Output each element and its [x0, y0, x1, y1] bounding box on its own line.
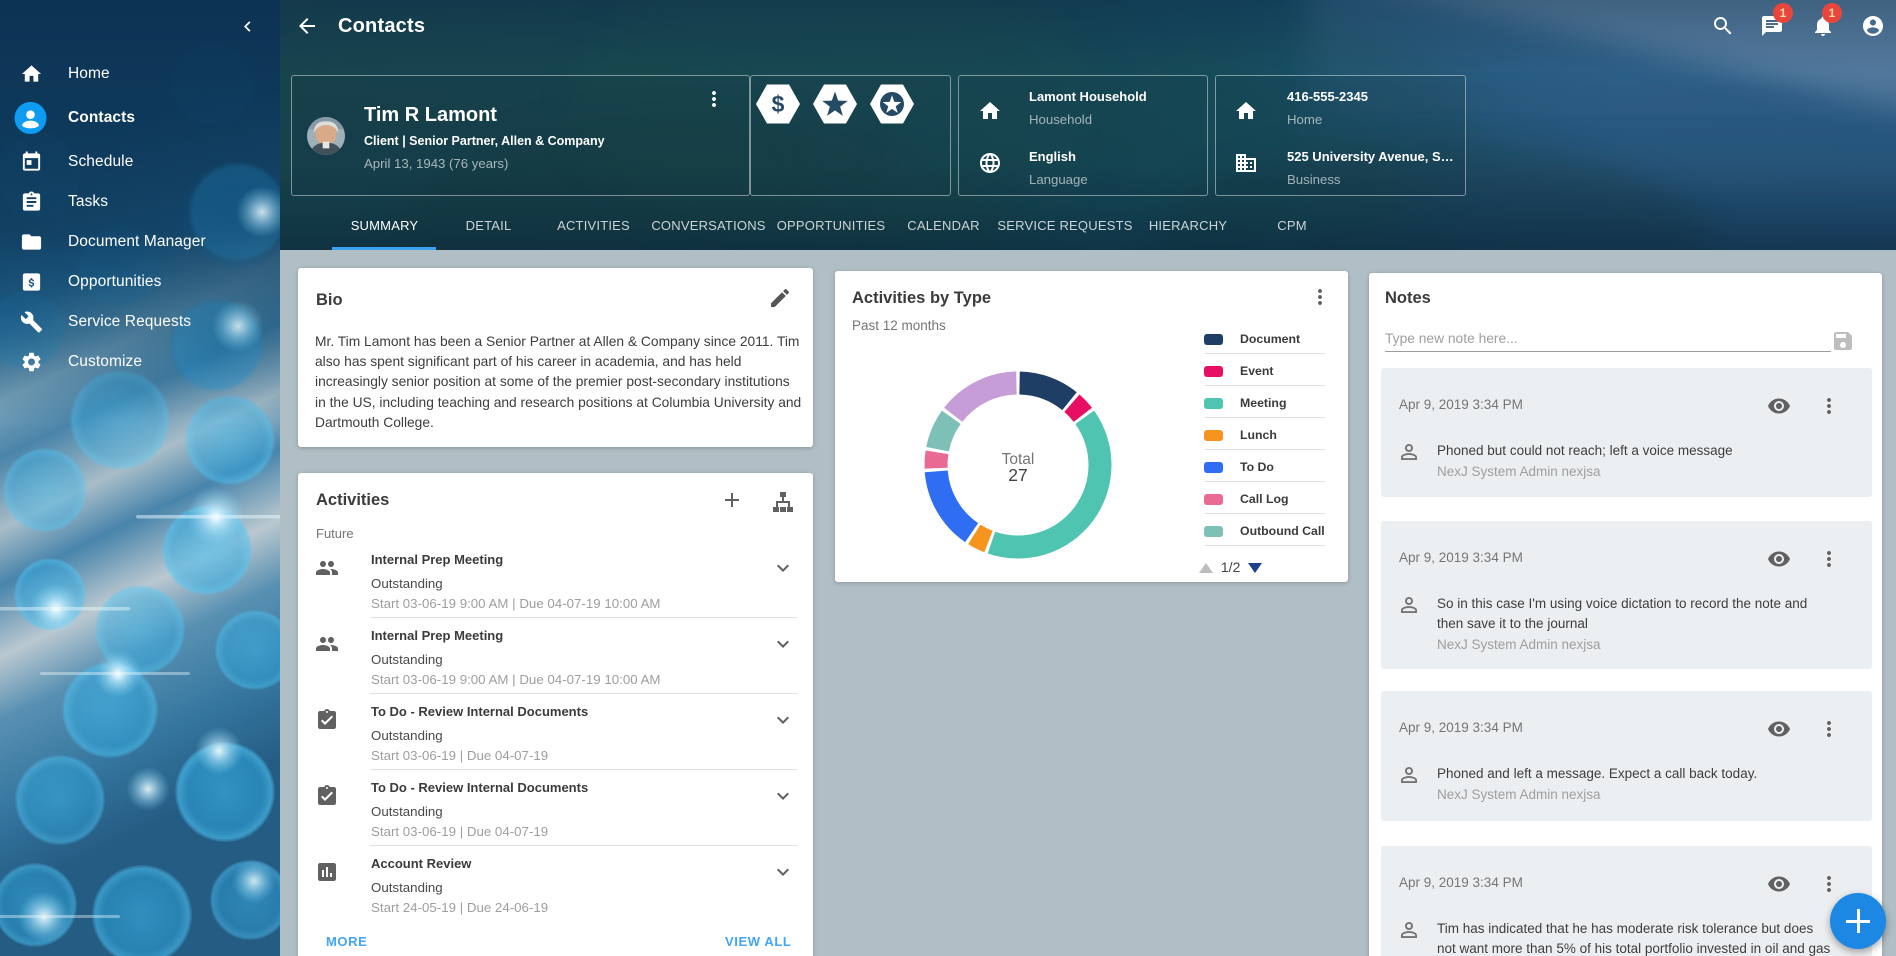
svg-text:$: $	[772, 91, 785, 117]
